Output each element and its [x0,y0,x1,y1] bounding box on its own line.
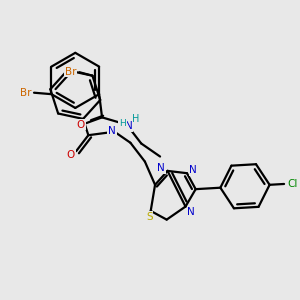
Text: N: N [108,126,116,136]
Text: Cl: Cl [288,179,298,189]
Text: N: N [125,121,133,131]
Text: H: H [119,119,126,128]
Text: S: S [146,212,153,222]
Text: N: N [190,165,197,175]
Text: H: H [132,114,140,124]
Text: Br: Br [65,67,76,76]
Text: O: O [77,120,85,130]
Text: O: O [67,150,75,160]
Text: N: N [157,163,165,173]
Text: Br: Br [20,88,32,98]
Text: N: N [188,207,195,217]
